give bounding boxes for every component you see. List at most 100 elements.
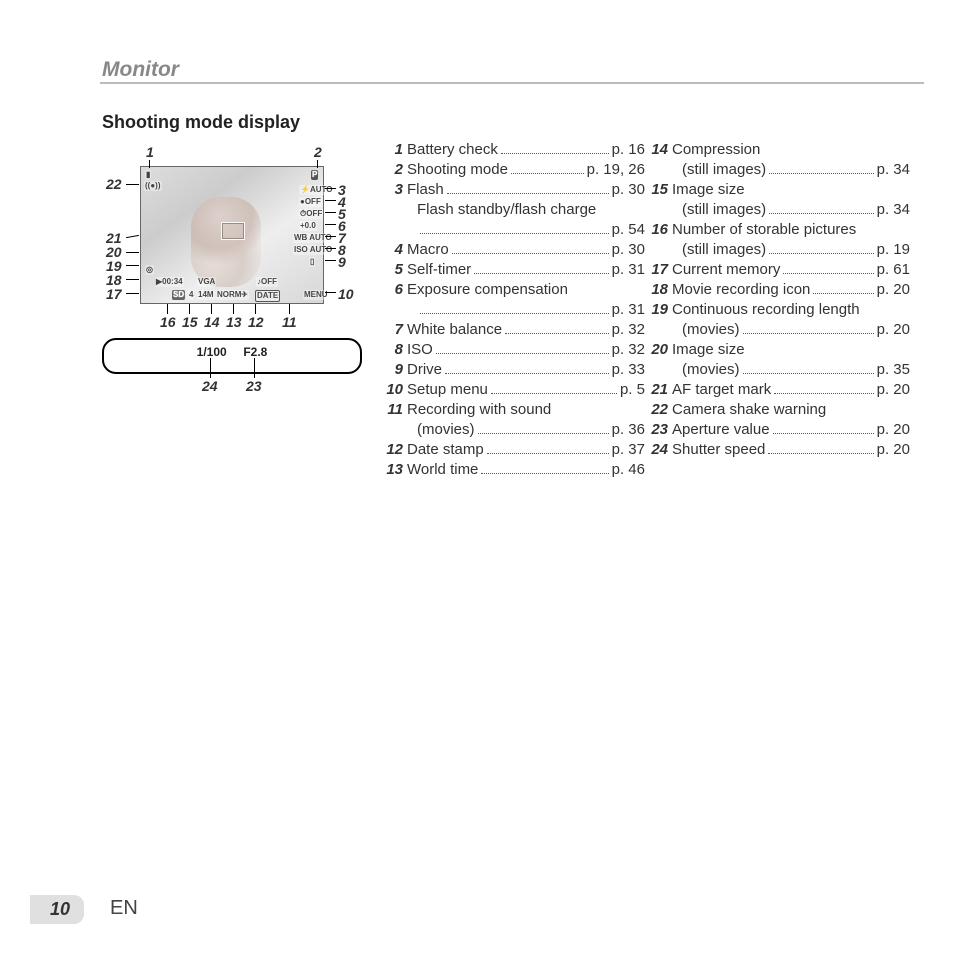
legend-label: Flash standby/flash charge (407, 200, 596, 220)
legend-row: 21AF target markp. 20 (650, 380, 910, 400)
legend-row: 18Movie recording iconp. 20 (650, 280, 910, 300)
legend-page: p. 32 (612, 340, 645, 360)
legend-row: 3Flashp. 30 (385, 180, 645, 200)
legend-label: (still images) (672, 160, 766, 180)
callout-16: 16 (160, 314, 176, 330)
legend-row: (still images) p. 34 (650, 160, 910, 180)
legend-page: p. 20 (877, 380, 910, 400)
callout-11: 11 (282, 314, 297, 330)
legend-label: Number of storable pictures (672, 220, 856, 240)
legend-number: 12 (385, 440, 407, 460)
legend-label: Drive (407, 360, 442, 380)
shutter-speed-value: 1/100 (197, 345, 227, 359)
callout-15: 15 (182, 314, 198, 330)
legend-row: 13World timep. 46 (385, 460, 645, 480)
lead-b13 (233, 304, 234, 314)
icon-expcomp: +0.0 (299, 221, 317, 231)
legend-page: p. 54 (612, 220, 645, 240)
legend-label: (movies) (672, 360, 740, 380)
legend-number: 4 (385, 240, 407, 260)
legend-page: p. 19, 26 (587, 160, 645, 180)
lower-values: 1/100 F2.8 (102, 345, 362, 359)
leader-dots (769, 213, 873, 214)
legend-row: 15Image size (650, 180, 910, 200)
legend-page: p. 20 (877, 440, 910, 460)
legend-row: 19Continuous recording length (650, 300, 910, 320)
leader-dots (452, 253, 609, 254)
icon-sound: ♪OFF (256, 277, 278, 287)
legend-page: p. 34 (877, 160, 910, 180)
lead-8 (325, 248, 336, 249)
legend-row: 6Exposure compensation (385, 280, 645, 300)
legend-label: Current memory (672, 260, 780, 280)
lead-b11 (289, 304, 290, 314)
legend-number: 14 (650, 140, 672, 160)
legend-label: Camera shake warning (672, 400, 826, 420)
callout-12: 12 (248, 314, 264, 330)
legend-row: 8ISOp. 32 (385, 340, 645, 360)
legend-row: 10Setup menup. 5 (385, 380, 645, 400)
lead-17 (126, 293, 139, 294)
legend-label: Exposure compensation (407, 280, 568, 300)
lead-3 (325, 188, 336, 189)
leader-dots (769, 173, 873, 174)
legend-label: (movies) (672, 320, 740, 340)
legend-page: p. 31 (612, 260, 645, 280)
leader-dots (478, 433, 609, 434)
diagram: ▮ ((●)) P ⚡AUTO ●OFF ⏱OFF +0.0 WB AUTO I… (102, 138, 362, 418)
icon-selftimer: ⏱OFF (299, 209, 323, 219)
legend-label: (movies) (407, 420, 475, 440)
legend-row: 17Current memory p. 61 (650, 260, 910, 280)
legend-page: p. 19 (877, 240, 910, 260)
legend-row: 24Shutter speedp. 20 (650, 440, 910, 460)
lead-7 (325, 236, 336, 237)
lead-6 (325, 224, 336, 225)
legend-number: 21 (650, 380, 672, 400)
legend-row: (still images) p. 19 (650, 240, 910, 260)
icon-wb: WB AUTO (293, 233, 333, 243)
lead-b14 (211, 304, 212, 314)
legend-label: Image size (672, 340, 745, 360)
lead-5 (325, 212, 336, 213)
legend-column-2: 14Compression(still images)p. 3415Image … (650, 140, 910, 460)
legend-label: Movie recording icon (672, 280, 810, 300)
callout-9: 9 (338, 254, 346, 270)
lead-l24 (210, 358, 211, 378)
icon-memory: SD (172, 290, 185, 300)
legend-label: ISO (407, 340, 433, 360)
callout-14: 14 (204, 314, 220, 330)
leader-dots (773, 433, 874, 434)
lead-19 (126, 265, 139, 266)
icon-date: DATE (255, 290, 280, 302)
icon-flash: ⚡AUTO (299, 185, 333, 195)
leader-dots (743, 333, 874, 334)
legend-number: 5 (385, 260, 407, 280)
legend-page: p. 5 (620, 380, 645, 400)
legend-row: (still images)p. 34 (650, 200, 910, 220)
lead-21 (126, 235, 139, 238)
legend-number: 17 (650, 260, 672, 280)
legend-page: p. 34 (877, 200, 910, 220)
legend-label: Shooting mode (407, 160, 508, 180)
leader-dots (445, 373, 609, 374)
section-title: Shooting mode display (102, 112, 300, 133)
legend-label: Macro (407, 240, 449, 260)
callout-10: 10 (338, 286, 354, 302)
legend-number: 1 (385, 140, 407, 160)
legend-row: (movies) p. 36 (385, 420, 645, 440)
callout-2: 2 (314, 144, 322, 160)
leader-dots (481, 473, 608, 474)
legend-row: 16Number of storable pictures (650, 220, 910, 240)
legend-page: p. 36 (612, 420, 645, 440)
legend-number: 10 (385, 380, 407, 400)
legend-number: 3 (385, 180, 407, 200)
legend-label: Self-timer (407, 260, 471, 280)
lead-l23 (254, 358, 255, 378)
legend-label: (still images) (672, 240, 766, 260)
legend-page: p. 31 (612, 300, 645, 320)
legend-page: p. 35 (877, 360, 910, 380)
icon-battery: ▮ (145, 170, 151, 180)
icon-iso: ISO AUTO (293, 245, 333, 255)
legend-page: p. 61 (877, 260, 910, 280)
leader-dots (511, 173, 584, 174)
